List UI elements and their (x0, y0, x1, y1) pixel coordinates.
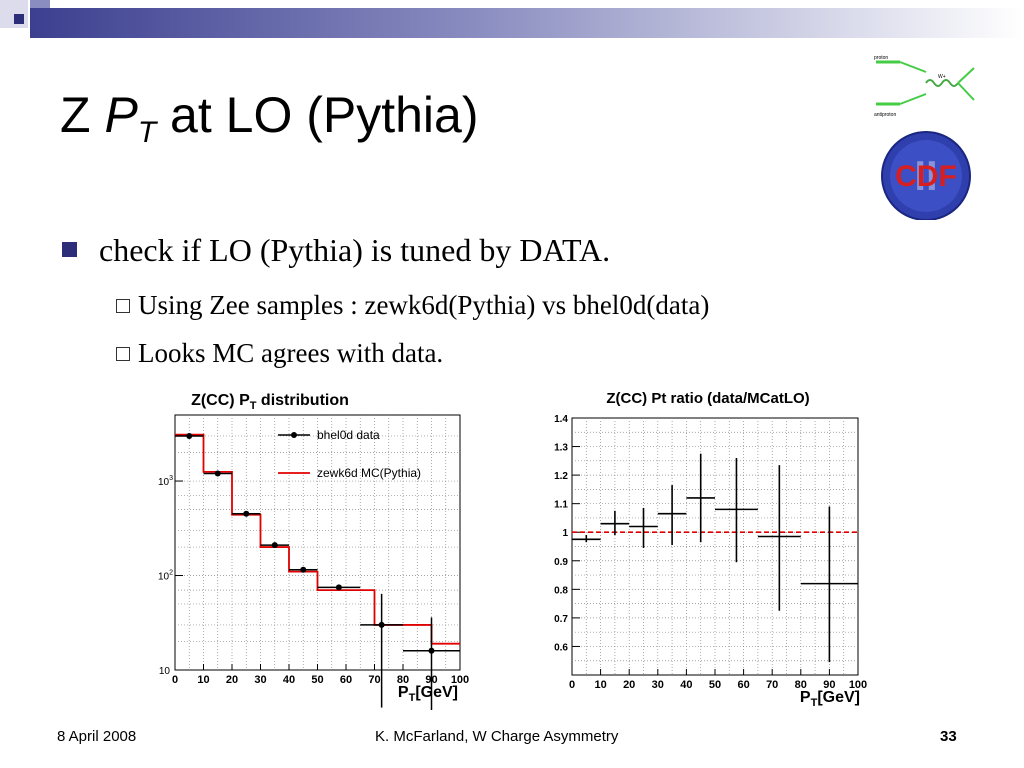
chart1-title-rest: distribution (256, 392, 348, 409)
chart1-data-point (300, 566, 307, 573)
title-suffix: at LO (Pythia) (170, 87, 479, 143)
chart2-y-tick-label: 0.9 (554, 557, 568, 568)
logo-feynman-label-0: proton (874, 55, 888, 61)
chart1-x-tick-label: 80 (397, 674, 409, 686)
bullet-1-text: check if LO (Pythia) is tuned by DATA. (99, 232, 611, 268)
logo-feynman-label-1: antiproton (874, 112, 896, 118)
chart2-title: Z(CC) Pt ratio (data/MCatLO) (606, 390, 809, 407)
sub-bullet-1: Using Zee samples : zewk6d(Pythia) vs bh… (116, 290, 709, 321)
chart1-xlabel-rest: [GeV] (415, 684, 458, 701)
square-bullet-icon (62, 242, 77, 257)
slide-title: Z PT at LO (Pythia) (60, 86, 479, 150)
chart1-xlabel-sub: T (409, 692, 416, 704)
chart2-x-tick-label: 100 (849, 679, 867, 691)
chart1-y-tick-label: 10 (159, 666, 171, 677)
header-gradient-bar (30, 8, 1024, 38)
title-p: P (104, 87, 138, 143)
chart1-x-tick-label: 70 (368, 674, 380, 686)
hollow-square-bullet-icon (116, 347, 130, 361)
chart1-data-point (428, 647, 435, 654)
logo-text: CDF (895, 160, 957, 193)
hollow-square-bullet-icon (116, 299, 130, 313)
chart2-y-tick-label: 0.7 (554, 614, 568, 625)
bullet-1: check if LO (Pythia) is tuned by DATA. (62, 232, 610, 269)
chart2-x-tick-label: 20 (623, 679, 635, 691)
chart1-x-tick-label: 40 (283, 674, 295, 686)
chart2-x-tick-label: 70 (766, 679, 778, 691)
chart1-x-tick-label: 10 (197, 674, 209, 686)
logo-numeral: II (914, 152, 937, 199)
chart2-xlabel: PT[GeV] (800, 689, 860, 709)
chart2-y-tick-label: 1.3 (554, 443, 568, 454)
chart1-title-main: Z(CC) P (191, 392, 250, 409)
footer-center: K. McFarland, W Charge Asymmetry (375, 728, 619, 745)
chart1-x-tick-label: 60 (340, 674, 352, 686)
chart1-x-tick-label: 20 (226, 674, 238, 686)
pt-distribution-chart: Z(CC) PT distribution PT[GeV] 0 10 20 30 40 5… (158, 392, 469, 710)
chart2-y-tick-label: 1.2 (554, 471, 568, 482)
cdf-logo: proton antiproton W+ II CDF (870, 54, 980, 220)
chart2-y-tick-label: 1.1 (554, 500, 568, 511)
chart2-x-tick-label: 30 (652, 679, 664, 691)
logo-feynman-label-2: W+ (938, 74, 946, 80)
pt-ratio-chart: Z(CC) Pt ratio (data/MCatLO) PT[GeV] 0 10… (554, 390, 867, 709)
footer-page-number: 33 (940, 728, 957, 745)
chart2-y-tick-label: 0.8 (554, 585, 568, 596)
chart2-x-tick-label: 60 (737, 679, 749, 691)
chart1-y-tick-label: 102 (158, 570, 173, 583)
chart1-x-tick-label: 30 (254, 674, 266, 686)
chart1-data-point (271, 542, 278, 549)
chart2-y-tick-label: 1.4 (554, 414, 568, 425)
title-prefix: Z (60, 87, 91, 143)
sub-bullet-2-text: Looks MC agrees with data. (138, 338, 444, 368)
chart2-y-tick-label: 0.6 (554, 642, 568, 653)
chart1-data-point (378, 621, 385, 628)
chart1-y-tick-label: 103 (158, 475, 173, 488)
chart1-title-sub: T (250, 400, 257, 412)
chart2-x-tick-label: 0 (569, 679, 575, 691)
chart2-xlabel-rest: [GeV] (817, 689, 860, 706)
chart2-y-tick-label: 1 (562, 528, 568, 539)
chart1-x-tick-label: 50 (311, 674, 323, 686)
chart1-data-point (243, 510, 250, 517)
chart1-xlabel: PT[GeV] (398, 684, 458, 704)
footer-date: 8 April 2008 (57, 728, 137, 745)
chart1-legend-data-marker (291, 432, 297, 438)
chart2-x-tick-label: 50 (709, 679, 721, 691)
chart2-x-tick-label: 90 (823, 679, 835, 691)
chart2-x-tick-label: 10 (594, 679, 606, 691)
corner-square-2 (14, 14, 24, 24)
chart1-x-tick-label: 100 (451, 674, 469, 686)
chart2-x-tick-label: 40 (680, 679, 692, 691)
chart1-data-point (335, 584, 342, 591)
chart1-data-point (214, 470, 221, 477)
title-sub: T (137, 116, 157, 149)
sub-bullet-2: Looks MC agrees with data. (116, 338, 443, 369)
chart2-x-tick-label: 80 (795, 679, 807, 691)
chart1-legend-data-label: bhel0d data (317, 428, 380, 442)
chart1-xlabel-main: P (398, 684, 409, 701)
chart1-x-tick-label: 0 (172, 674, 178, 686)
sub-bullet-1-text: Using Zee samples : zewk6d(Pythia) vs bh… (138, 290, 710, 320)
chart1-data-point (186, 432, 193, 439)
chart1-legend-mc-label: zewk6d MC(Pythia) (317, 466, 421, 480)
chart2-xlabel-sub: T (811, 697, 818, 709)
chart1-title: Z(CC) PT distribution (191, 392, 349, 412)
chart2-xlabel-main: P (800, 689, 811, 706)
